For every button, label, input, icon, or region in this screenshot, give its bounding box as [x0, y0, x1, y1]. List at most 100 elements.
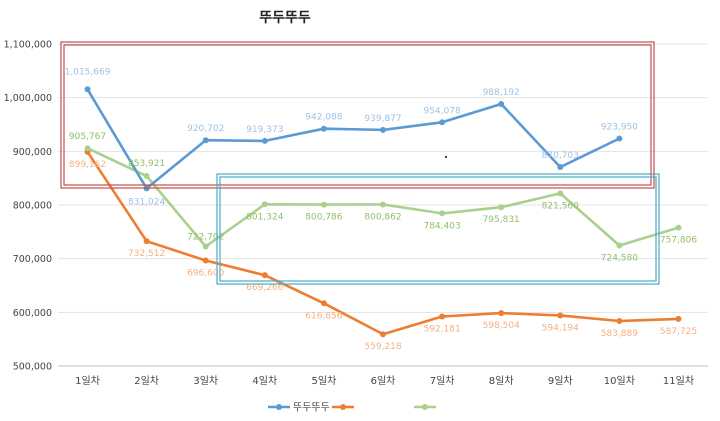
- data-label: 592,181: [423, 325, 460, 335]
- data-label: 800,862: [364, 213, 401, 223]
- data-label: 583,889: [601, 329, 638, 339]
- x-tick-label: 1일차: [75, 375, 100, 387]
- x-tick-label: 5일차: [312, 375, 337, 387]
- y-tick-label: 900,000: [13, 147, 52, 158]
- data-label: 939,877: [364, 114, 401, 124]
- data-point: [320, 125, 327, 132]
- series-lines: [84, 86, 682, 338]
- data-label: 594,194: [542, 323, 579, 333]
- data-point: [143, 238, 150, 245]
- data-label: 784,403: [423, 221, 460, 231]
- x-tick-label: 7일차: [430, 375, 455, 387]
- legend-label: 뚜두뚜두: [293, 403, 330, 414]
- data-point: [675, 315, 682, 322]
- gridlines: [58, 43, 708, 367]
- data-point: [202, 137, 209, 144]
- y-tick-label: 1,100,000: [4, 40, 52, 51]
- data-point: [261, 137, 268, 144]
- data-point: [675, 224, 682, 231]
- highlight-box-inner: [219, 176, 657, 282]
- data-point: [202, 243, 209, 250]
- data-label: 920,702: [187, 124, 224, 134]
- y-tick-label: 500,000: [13, 362, 52, 373]
- data-label: 821,560: [542, 201, 579, 211]
- data-label: 732,512: [128, 249, 165, 259]
- data-label: 801,324: [246, 212, 283, 222]
- x-tick-label: 9일차: [548, 375, 573, 387]
- data-point: [202, 257, 209, 264]
- legend: 뚜두뚜두: [268, 403, 436, 414]
- data-label: 954,078: [423, 106, 460, 116]
- data-label: 616,856: [305, 311, 342, 321]
- data-label: 905,767: [69, 132, 106, 142]
- legend-marker: [276, 404, 282, 410]
- y-tick-label: 1,000,000: [4, 93, 52, 104]
- data-label: 757,806: [660, 236, 697, 246]
- data-point: [84, 145, 91, 152]
- data-point: [439, 119, 446, 126]
- data-label: 1,015,669: [65, 67, 111, 77]
- data-point: [320, 300, 327, 307]
- data-point: [380, 331, 386, 338]
- data-point: [498, 204, 505, 211]
- data-label: 587,725: [660, 327, 697, 337]
- data-label: 853,921: [128, 159, 165, 169]
- data-label: 669,266: [246, 283, 283, 293]
- data-label: 559,218: [364, 342, 401, 352]
- data-labels: 899,162 732,512 696,600 669,266 616,856 559,2…: [65, 67, 698, 352]
- data-point: [557, 164, 564, 171]
- data-label: 831,024: [128, 197, 165, 207]
- data-point: [616, 242, 623, 249]
- data-label: 870,703: [542, 151, 579, 161]
- data-point: [84, 86, 91, 93]
- data-point: [261, 272, 268, 279]
- y-tick-label: 800,000: [13, 201, 52, 212]
- series-line: [86, 150, 680, 336]
- data-label: 598,504: [483, 321, 520, 331]
- data-label: 923,950: [601, 122, 638, 132]
- data-point: [380, 126, 386, 133]
- highlight-box-inner: [63, 44, 652, 186]
- data-label: 919,373: [246, 125, 283, 135]
- x-tick-label: 11일차: [663, 375, 694, 387]
- x-tick-label: 6일차: [371, 375, 396, 387]
- marker-dot: [444, 155, 448, 159]
- legend-marker: [340, 404, 346, 410]
- data-label: 800,786: [305, 213, 342, 223]
- x-tick-label: 8일차: [489, 375, 514, 387]
- data-label: 899,162: [69, 160, 106, 170]
- y-axis-ticks: 500,000 600,000 700,000 800,000 900,000 1,000…: [4, 40, 52, 373]
- series-line: [86, 88, 621, 190]
- data-label: 942,088: [305, 113, 342, 123]
- y-tick-label: 600,000: [13, 308, 52, 319]
- y-tick-label: 700,000: [13, 254, 52, 265]
- data-label: 724,580: [601, 253, 638, 263]
- highlight-box: [60, 41, 655, 189]
- data-point: [557, 312, 564, 319]
- data-point: [557, 190, 564, 197]
- data-point: [380, 201, 386, 208]
- data-point: [616, 317, 623, 324]
- data-label: 988,192: [483, 88, 520, 98]
- x-tick-label: 2일차: [134, 375, 159, 387]
- annotation-boxes: [60, 41, 660, 285]
- data-point: [439, 210, 446, 217]
- x-tick-label: 10일차: [604, 375, 635, 387]
- data-label: 722,702: [187, 232, 224, 242]
- data-point: [498, 101, 505, 108]
- x-tick-label: 4일차: [252, 375, 277, 387]
- x-tick-label: 3일차: [193, 375, 218, 387]
- data-label: 696,600: [187, 268, 224, 278]
- data-point: [261, 201, 268, 208]
- legend-marker: [422, 404, 428, 410]
- data-point: [439, 313, 446, 320]
- data-label: 795,831: [483, 215, 520, 225]
- highlight-box: [216, 173, 660, 285]
- data-point: [616, 135, 623, 142]
- data-point: [498, 310, 505, 317]
- data-point: [320, 201, 327, 208]
- chart-title: 뚜두뚜두: [259, 10, 311, 26]
- data-point: [143, 173, 150, 180]
